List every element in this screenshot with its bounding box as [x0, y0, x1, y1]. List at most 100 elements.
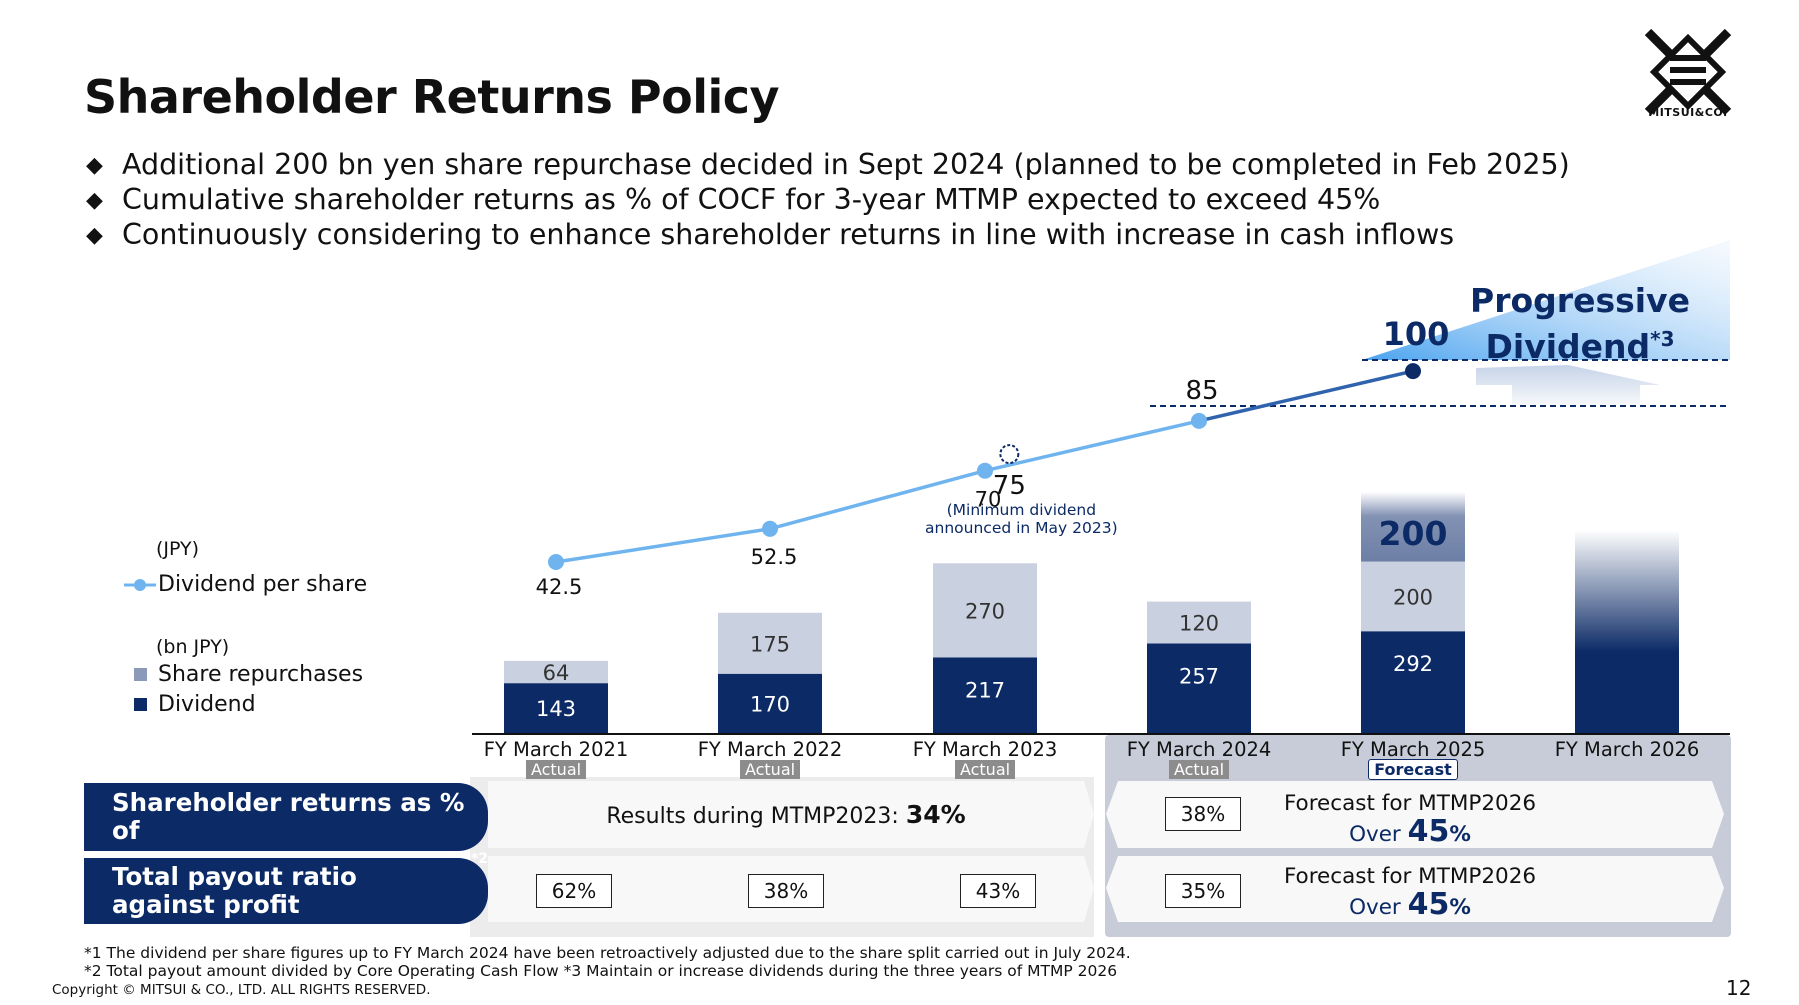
- status-badge: Actual: [1168, 760, 1230, 779]
- status-badge-wrap: Actual: [885, 760, 1085, 779]
- bullet-text: Cumulative shareholder returns as % of C…: [122, 183, 1381, 216]
- results-text: Results during MTMP2023:: [606, 804, 906, 829]
- bar-repurchase: [1361, 561, 1465, 632]
- footnote-1: *1 The dividend per share figures up to …: [84, 944, 1131, 962]
- bar-label-dividend: 217: [965, 678, 1005, 702]
- dps-point: [1405, 363, 1421, 380]
- dps-minimum-note: (Minimum dividend: [947, 501, 1096, 519]
- status-badge: Actual: [954, 760, 1016, 779]
- results-value: 34%: [905, 800, 966, 829]
- dps-point: [548, 554, 564, 570]
- bar-label-dividend: 143: [536, 697, 576, 721]
- bullet-3: ◆ Continuously considering to enhance sha…: [86, 218, 1454, 251]
- forecast-payout: Forecast for MTMP2026 Over 45%: [1260, 863, 1560, 922]
- legend-repurchase-label: Share repurchases: [158, 662, 364, 687]
- bar-label-repurchase: 64: [543, 661, 570, 685]
- bar-repurchase: [1147, 601, 1251, 644]
- page-title: Shareholder Returns Policy: [84, 70, 780, 124]
- legend-dps-label: Dividend per share: [158, 572, 368, 597]
- row-label-payout: Total payout ratio against profit: [84, 858, 488, 924]
- bar-label-repurchase: 270: [965, 599, 1005, 623]
- forecast-chevron-1: [1106, 781, 1724, 848]
- bar-dividend: [933, 657, 1037, 733]
- dps-line: [555, 419, 1200, 564]
- dps-label: 70: [975, 488, 1002, 512]
- status-badge-wrap: Forecast: [1313, 759, 1513, 780]
- bar-label-repurchase: 120: [1179, 612, 1219, 636]
- bullet-1: ◆ Additional 200 bn yen share repurchase …: [86, 148, 1570, 181]
- status-badge-wrap: Actual: [670, 760, 870, 779]
- progressive-dividend-annotation: Progressive Dividend*3: [1450, 282, 1710, 366]
- dps-minimum-note: announced in May 2023): [925, 519, 1118, 537]
- bar-dividend: [1147, 643, 1251, 733]
- row-label-cocf: Shareholder returns as % of Core Operati…: [84, 783, 488, 878]
- diamond-bullet-icon: ◆: [86, 223, 103, 248]
- bar-label-dividend: 292: [1393, 652, 1433, 676]
- status-badge: Actual: [739, 760, 801, 779]
- dps-minimum-marker: [999, 444, 1020, 465]
- bar-label-dividend: 257: [1179, 664, 1219, 688]
- progressive-wedge: [1362, 240, 1730, 360]
- row-label-line: Shareholder returns as % of: [112, 788, 465, 845]
- bar-label-dividend: 170: [750, 692, 790, 716]
- payout-ratio-fy2023: 43%: [960, 874, 1036, 908]
- x-tick-label: FY March 2026: [1554, 738, 1700, 761]
- dps-label: 42.5: [536, 575, 583, 599]
- x-tick-label: FY March 2023: [912, 738, 1058, 761]
- dps-label: 52.5: [751, 545, 798, 569]
- bar-label-repurchase: 200: [1393, 585, 1433, 609]
- page-number: 12: [1726, 976, 1752, 1000]
- row-label-line: against profit: [112, 890, 300, 919]
- bar-group: 143 64 170 175 217 270 257 120 292 200 200: [504, 491, 1679, 733]
- dps-minimum-label: 75: [993, 471, 1026, 501]
- bar-repurchase: [718, 612, 822, 674]
- bar-repurchase: [504, 660, 608, 684]
- legend-dividend-label: Dividend: [158, 692, 256, 717]
- bar-dividend: [1361, 631, 1465, 733]
- bar-repurchase: [933, 563, 1037, 658]
- status-badge-wrap: Actual: [456, 760, 656, 779]
- mtmp2023-results: Results during MTMP2023: 34%: [488, 800, 1084, 829]
- dps-line-forecast: [1198, 369, 1414, 423]
- forecast-line: Forecast for MTMP2026: [1283, 791, 1537, 816]
- footnote-2: *2 Total payout amount divided by Core O…: [84, 962, 1118, 980]
- dps-point: [977, 462, 993, 479]
- bar-additional-repurchase: [1361, 491, 1465, 562]
- bullet-text: Additional 200 bn yen share repurchase d…: [122, 148, 1570, 181]
- x-tick-label: FY March 2021: [483, 738, 629, 761]
- x-tick-label: FY March 2022: [697, 738, 843, 761]
- payout-ratio-fy2021: 62%: [536, 874, 612, 908]
- legend-dps-unit: (JPY): [156, 538, 200, 560]
- logo-wordmark: MITSUI&CO.: [1648, 106, 1728, 119]
- status-badge: Actual: [525, 760, 587, 779]
- bar-label-repurchase: 175: [750, 632, 790, 656]
- up-arrow-icon: [1476, 365, 1660, 405]
- dps-point: [1191, 412, 1207, 429]
- payout-ratio-fy2022: 38%: [748, 874, 824, 908]
- forecast-over-line: Over 45%: [1349, 887, 1471, 922]
- mitsui-logo: [1644, 28, 1732, 116]
- copyright: Copyright © MITSUI & CO., LTD. ALL RIGHT…: [52, 982, 431, 998]
- results-chevron: [488, 781, 1094, 848]
- bar-dividend: [504, 683, 608, 733]
- annotation-text: Progressive Dividend: [1470, 281, 1690, 366]
- dps-point: [762, 520, 778, 537]
- dps-label: 100: [1383, 315, 1450, 353]
- bar-label-additional: 200: [1379, 514, 1448, 553]
- legend-bar-unit: (bn JPY): [156, 636, 230, 658]
- fy2024-cocf-value: 38%: [1165, 797, 1241, 831]
- bar-fy2026-placeholder: [1575, 530, 1679, 733]
- row-label-line: Total payout ratio: [112, 862, 357, 891]
- forecast-cocf: Forecast for MTMP2026 Over 45%: [1260, 790, 1560, 849]
- x-tick-label: FY March 2024: [1126, 738, 1272, 761]
- x-tick-label: FY March 2025: [1340, 738, 1486, 761]
- payout-ratio-fy2024: 35%: [1165, 874, 1241, 908]
- dps-label: 85: [1185, 376, 1218, 406]
- status-badge-wrap: Actual: [1099, 760, 1299, 779]
- bullet-2: ◆ Cumulative shareholder returns as % of …: [86, 183, 1380, 216]
- forecast-over-line: Over 45%: [1349, 814, 1471, 849]
- diamond-bullet-icon: ◆: [86, 153, 103, 178]
- status-badge-forecast: Forecast: [1368, 759, 1458, 780]
